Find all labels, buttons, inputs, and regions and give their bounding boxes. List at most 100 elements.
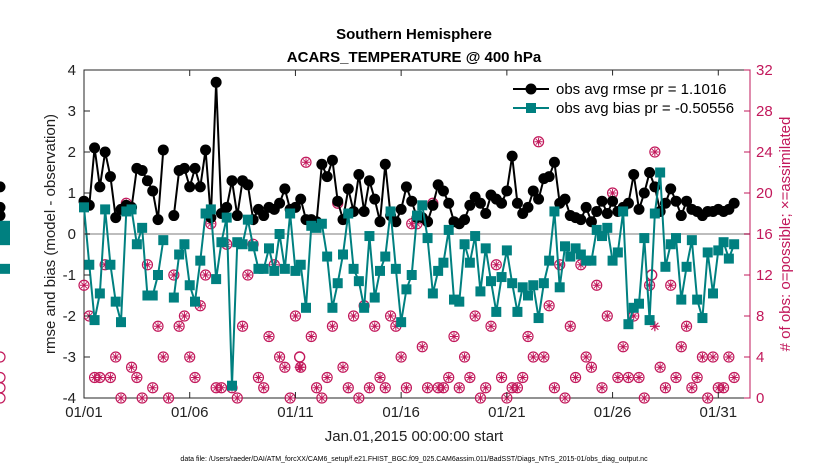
count-point xyxy=(0,383,6,394)
count-point-circle xyxy=(691,371,703,384)
bias-point xyxy=(0,235,10,246)
rmse-point xyxy=(559,193,571,205)
rmse-point xyxy=(231,210,243,222)
bias-point xyxy=(121,206,132,217)
bias-point xyxy=(195,255,206,266)
count-point-star xyxy=(608,189,617,197)
count-point-star xyxy=(206,219,215,228)
count-point-star xyxy=(344,383,353,392)
count-point xyxy=(215,382,228,394)
count-point-star xyxy=(645,281,654,290)
bias-point xyxy=(232,237,243,248)
count-point xyxy=(316,392,328,404)
bias-point xyxy=(205,204,216,215)
bias-point xyxy=(179,239,190,250)
bias-point xyxy=(348,263,359,274)
bias-point xyxy=(422,233,433,244)
rmse-point xyxy=(527,185,539,197)
rmse-point xyxy=(168,210,180,222)
bias-point xyxy=(116,317,126,328)
bias-point xyxy=(110,296,121,307)
count-point xyxy=(596,382,608,394)
count-point xyxy=(564,320,576,332)
bias-point xyxy=(227,380,237,391)
count-point-circle xyxy=(717,382,730,394)
rmse-point xyxy=(628,169,640,181)
count-point-circle xyxy=(337,361,349,373)
count-point-star xyxy=(259,383,268,392)
count-point-star xyxy=(650,148,659,156)
count-point xyxy=(480,382,492,394)
bias-point xyxy=(644,315,655,326)
bias-point xyxy=(602,222,613,233)
count-point-star xyxy=(143,260,152,269)
count-point-star xyxy=(476,394,485,402)
count-point xyxy=(342,382,354,394)
count-point-circle xyxy=(585,361,598,373)
bias-point xyxy=(200,208,211,219)
count-point xyxy=(723,351,735,363)
bias-point xyxy=(554,282,565,293)
rmse-point xyxy=(363,175,375,187)
count-point-circle xyxy=(0,392,6,404)
count-point-circle xyxy=(0,371,6,384)
count-point-star xyxy=(497,373,506,382)
rmse-point xyxy=(210,76,222,88)
count-point xyxy=(0,371,6,384)
bias-point xyxy=(686,235,697,246)
count-point-star xyxy=(328,322,337,331)
count-point-star xyxy=(582,353,591,361)
count-point xyxy=(305,330,317,343)
count-point-star xyxy=(561,394,569,402)
count-point-star xyxy=(450,332,458,341)
count-point-circle xyxy=(157,351,169,363)
count-point-circle xyxy=(326,320,339,332)
count-point xyxy=(263,330,275,343)
bias-point xyxy=(697,313,708,324)
count-point xyxy=(543,300,555,312)
count-point-circle xyxy=(686,382,698,394)
count-point xyxy=(400,382,413,394)
count-point-star xyxy=(687,383,696,392)
count-point-circle xyxy=(189,371,201,384)
count-point-star xyxy=(534,137,543,146)
chart-title-line2: ACARS_TEMPERATURE @ 400 hPa xyxy=(287,49,542,66)
count-point xyxy=(273,351,286,363)
bias-point xyxy=(438,257,449,268)
count-point-star xyxy=(191,373,199,382)
x-tick-label: 01/31 xyxy=(700,404,738,421)
bias-point xyxy=(597,231,607,242)
count-point xyxy=(337,361,349,373)
bias-point xyxy=(412,210,422,221)
rmse-point xyxy=(326,154,338,166)
bias-point xyxy=(338,249,348,260)
rmse-point xyxy=(622,197,634,209)
count-point-circle xyxy=(680,320,693,332)
count-point-circle xyxy=(448,330,460,343)
bias-point xyxy=(248,241,259,252)
bias-point xyxy=(427,288,438,299)
count-point-circle xyxy=(670,371,682,384)
count-point-circle xyxy=(464,371,476,384)
axis-layer: 01/01 01/06 01/11 01/16 01/21 01/26 01/31 -4 -3 -… xyxy=(63,62,773,421)
count-point xyxy=(580,351,592,363)
bias-point xyxy=(464,257,475,268)
bias-point xyxy=(316,218,327,229)
bias-point xyxy=(258,263,269,274)
rmse-point xyxy=(189,162,201,174)
rmse-point xyxy=(110,212,122,224)
count-point-circle xyxy=(395,351,407,363)
y2-tick-label: 24 xyxy=(756,144,773,161)
bias-point xyxy=(496,272,507,283)
count-point-circle xyxy=(173,320,185,332)
count-point-circle xyxy=(263,330,275,343)
rmse-point xyxy=(147,185,159,197)
count-point-star xyxy=(402,383,411,392)
count-point xyxy=(511,382,524,394)
count-point-star xyxy=(391,322,400,331)
count-point-star xyxy=(619,342,628,351)
count-point-circle xyxy=(702,392,714,404)
count-point-star xyxy=(529,353,538,361)
count-point-circle xyxy=(0,351,6,363)
bias-point xyxy=(332,278,343,289)
